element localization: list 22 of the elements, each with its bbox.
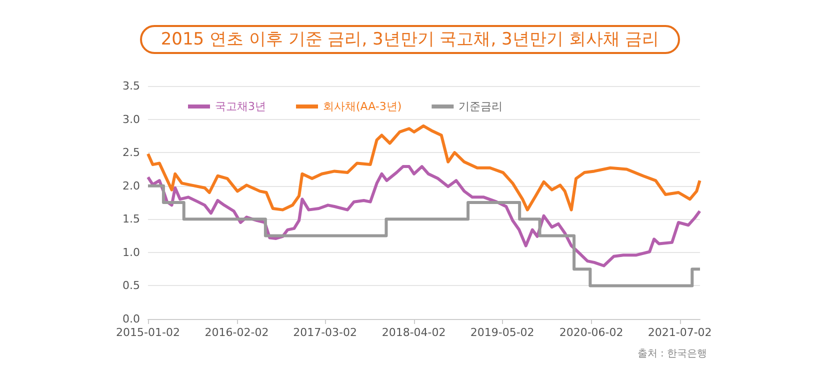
legend-label: 기준금리 [458,100,503,113]
source-note: 출처 : 한국은행 [637,348,708,360]
x-tick-label: 2017-03-02 [293,326,358,339]
x-tick-label: 2020-06-02 [559,326,624,339]
y-tick-label: 1.0 [122,246,140,259]
legend-label: 국고채3년 [215,100,266,113]
y-tick-label: 0.0 [122,312,140,326]
y-tick-label: 3.0 [122,112,140,126]
y-tick-label: 0.5 [122,279,140,292]
legend-label: 회사채(AA-3년) [323,100,402,113]
x-tick-label: 2016-02-02 [204,326,269,339]
x-tick-label: 2015-01-02 [116,326,180,339]
y-tick-label: 2.5 [122,146,140,160]
line-series [146,165,702,268]
x-tick-label: 2018-04-02 [382,326,446,339]
y-tick-label: 1.5 [122,212,140,226]
x-tick-label: 2019-05-02 [470,326,534,339]
x-tick-label: 2021-07-02 [648,326,712,339]
chart-title: 2015 연초 이후 기준 금리, 3년만기 국고채, 3년만기 회사채 금리 [160,30,660,50]
y-tick-label: 2.0 [122,179,140,192]
line-series [146,124,702,212]
y-tick-label: 3.5 [122,80,140,92]
